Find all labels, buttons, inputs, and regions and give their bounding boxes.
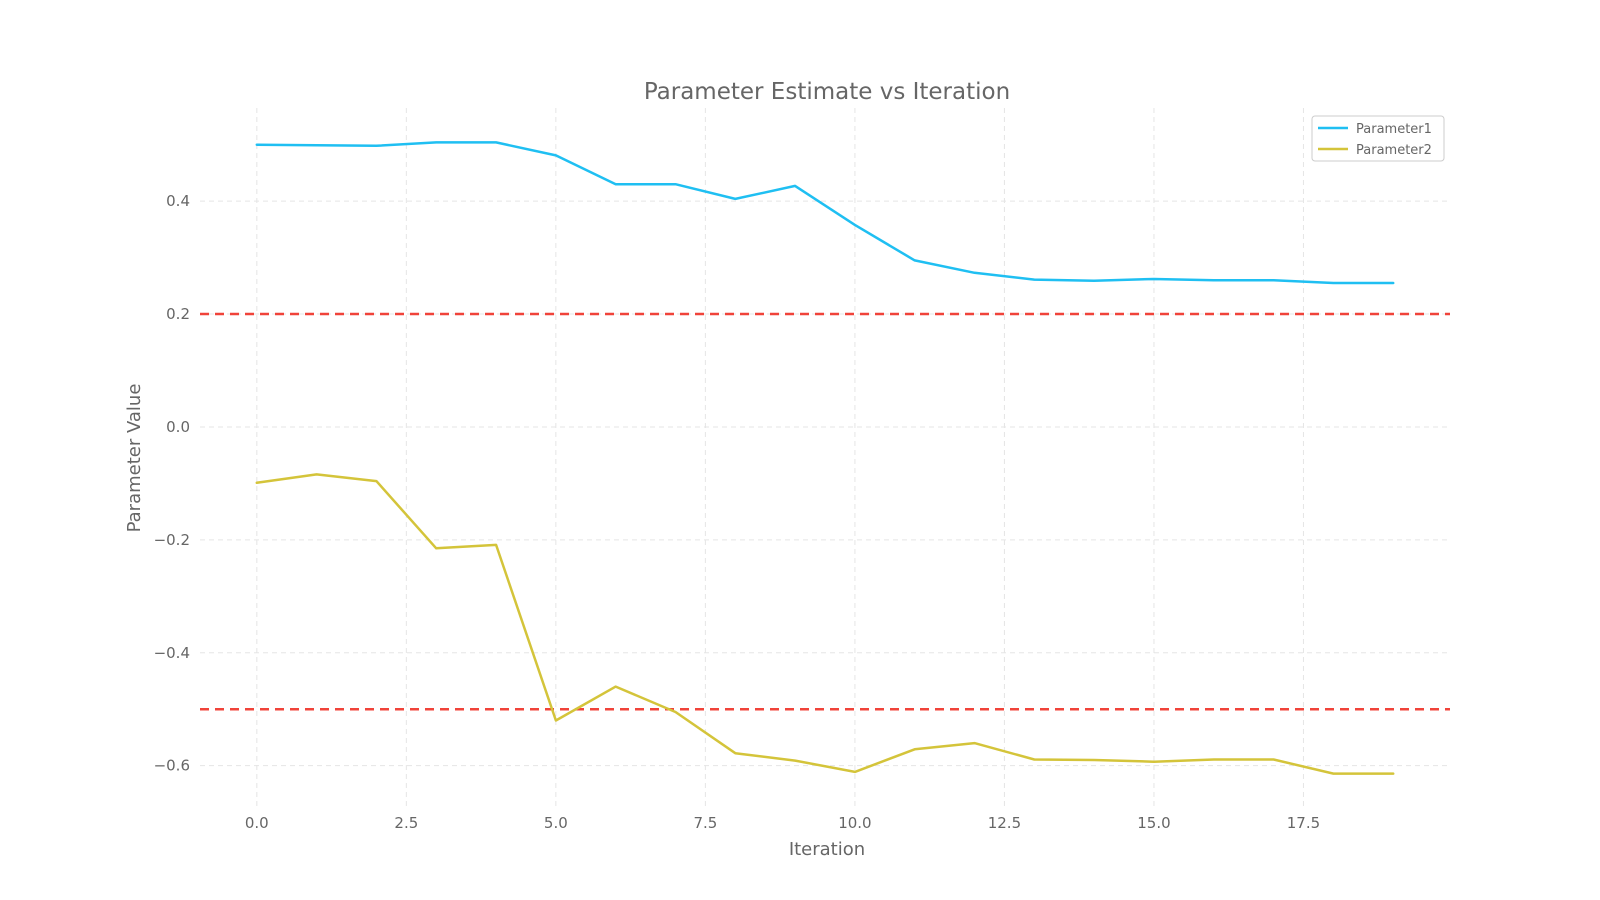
x-axis-ticks: 0.0 2.5 5.0 7.5 10.0 12.5 15.0 17.5 <box>245 814 1320 832</box>
legend-label-parameter1: Parameter1 <box>1356 122 1432 137</box>
x-tick-label-0-0: 0.0 <box>245 814 269 832</box>
y-tick-label-0-6: −0.6 <box>154 757 190 775</box>
grid <box>200 108 1450 808</box>
y-axis-label: Parameter Value <box>124 384 145 533</box>
series-lines <box>255 141 1395 775</box>
x-tick-label-15-0: 15.0 <box>1137 814 1170 832</box>
x-tick-label-2-5: 2.5 <box>394 814 418 832</box>
chart-title: Parameter Estimate vs Iteration <box>644 79 1010 105</box>
x-axis-label: Iteration <box>789 839 865 860</box>
y-tick-label-0-0: 0.0 <box>166 418 190 436</box>
legend-label-parameter2: Parameter2 <box>1356 143 1432 158</box>
x-tick-label-5-0: 5.0 <box>544 814 568 832</box>
series-line-parameter1 <box>255 141 1395 285</box>
legend: Parameter1 Parameter2 <box>1311 115 1445 162</box>
x-tick-label-17-5: 17.5 <box>1287 814 1320 832</box>
series-line-parameter2 <box>255 473 1395 775</box>
y-tick-label-0-2: 0.2 <box>166 305 190 323</box>
reference-lines <box>200 312 1450 711</box>
y-tick-label-0-4: −0.4 <box>154 644 190 662</box>
y-tick-label-0-4: 0.4 <box>166 192 190 210</box>
x-tick-label-7-5: 7.5 <box>693 814 717 832</box>
y-axis-ticks: 0.4 0.2 0.0 −0.2 −0.4 −0.6 <box>154 192 190 775</box>
x-tick-label-12-5: 12.5 <box>988 814 1021 832</box>
y-tick-label-0-2: −0.2 <box>154 531 190 549</box>
x-tick-label-10-0: 10.0 <box>838 814 871 832</box>
